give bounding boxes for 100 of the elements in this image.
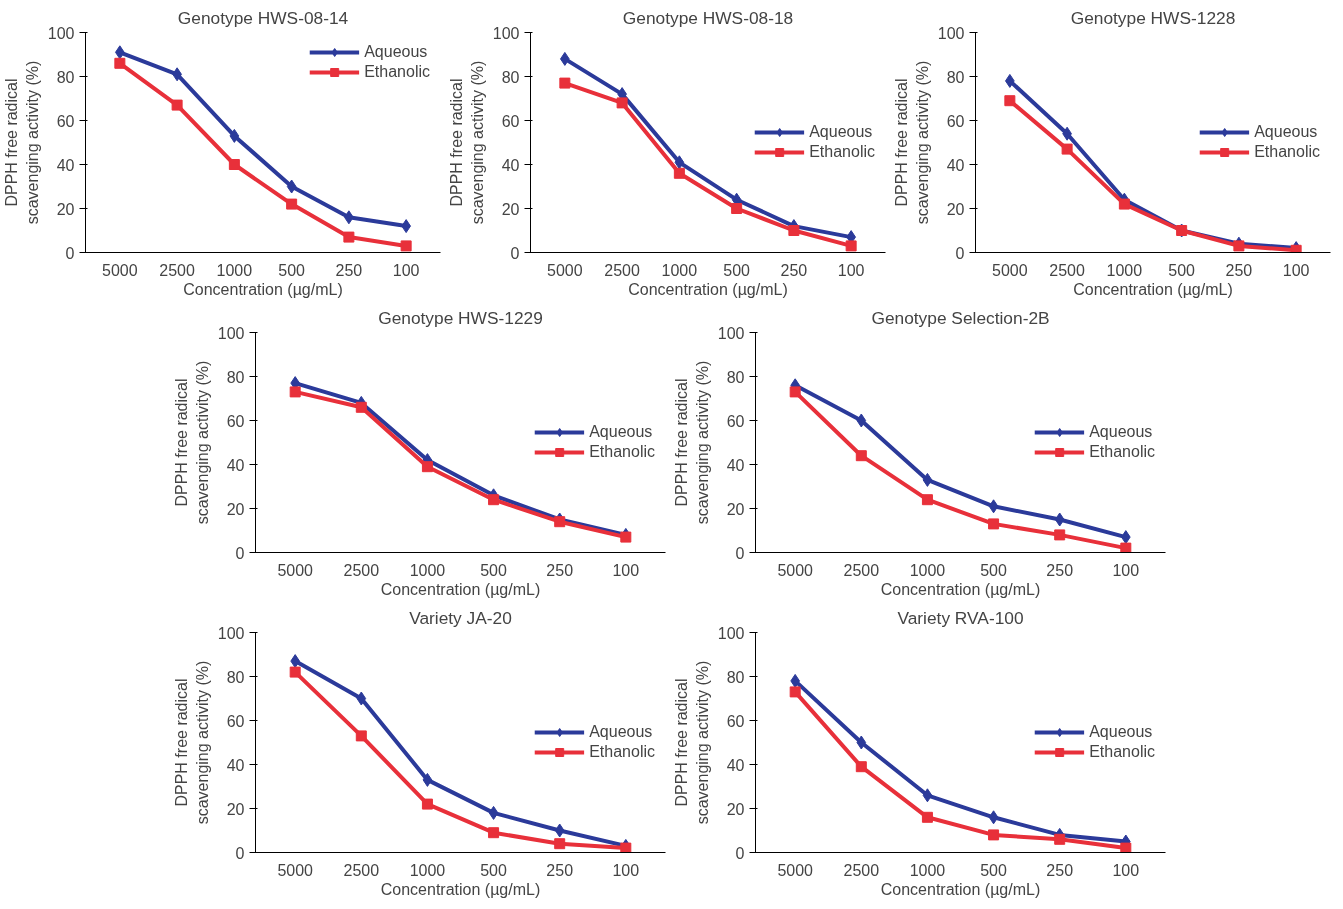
chart-title: Genotype HWS-08-18	[622, 7, 794, 28]
legend-label: Ethanolic	[809, 143, 875, 161]
point	[1233, 240, 1245, 252]
y-tick-label: 80	[56, 68, 75, 86]
x-tick-label: 250	[335, 261, 363, 279]
point	[1054, 512, 1065, 527]
point	[1061, 143, 1073, 155]
point	[114, 57, 126, 69]
point	[286, 198, 298, 210]
point	[421, 798, 433, 810]
point	[228, 159, 240, 170]
x-tick-label: 2500	[604, 261, 641, 279]
y-tick-label: 0	[235, 844, 245, 862]
legend-label: Ethanolic	[1089, 743, 1155, 761]
point	[731, 203, 743, 214]
point	[856, 735, 867, 750]
y-axis-title: DPPH free radical scavenging activity (%)	[448, 60, 486, 225]
x-tick-label: 100	[1282, 261, 1310, 279]
x-tick-label: 2500	[343, 561, 380, 579]
y-tick-label: 100	[717, 324, 745, 342]
chart-title: Genotype HWS-1229	[378, 307, 543, 328]
y-axis-title: DPPH free radical scavenging activity (%)	[673, 360, 711, 525]
y-tick-label: 100	[492, 24, 520, 42]
y-tick-label: 20	[226, 500, 245, 518]
x-tick-label: 500	[1168, 261, 1196, 279]
y-tick-label: 40	[501, 156, 520, 174]
point	[988, 518, 1000, 530]
x-tick-label: 5000	[277, 561, 314, 579]
x-tick-label: 100	[1112, 861, 1140, 879]
y-tick-label: 20	[56, 200, 75, 218]
x-tick-label: 1000	[909, 861, 946, 879]
y-tick-label: 20	[226, 800, 245, 818]
y-tick-label: 0	[955, 244, 965, 262]
point	[229, 128, 240, 143]
point	[488, 805, 499, 820]
point	[988, 499, 999, 514]
point	[290, 654, 301, 669]
y-tick-label: 80	[946, 68, 965, 86]
x-tick-label: 500	[980, 561, 1008, 579]
x-axis-title: Concentration (µg/mL)	[380, 880, 541, 898]
point	[988, 829, 1000, 841]
point	[171, 99, 183, 111]
point	[1120, 530, 1131, 545]
y-tick-label: 60	[56, 112, 75, 130]
point	[343, 231, 355, 243]
point	[355, 401, 367, 413]
point	[421, 461, 433, 473]
x-tick-label: 500	[480, 861, 508, 879]
y-tick-label: 60	[501, 112, 520, 130]
point	[554, 838, 566, 850]
point	[289, 386, 301, 398]
chart-title: Variety RVA-100	[897, 607, 1024, 628]
y-tick-label: 80	[226, 668, 245, 686]
point	[356, 691, 367, 706]
y-tick-label: 60	[726, 412, 745, 430]
y-tick-label: 0	[235, 544, 245, 562]
point	[422, 772, 433, 787]
chart-title: Genotype HWS-08-14	[177, 7, 349, 28]
x-tick-label: 2500	[843, 861, 880, 879]
point	[789, 386, 801, 398]
x-tick-label: 100	[612, 561, 640, 579]
y-tick-label: 60	[226, 412, 245, 430]
point	[845, 240, 857, 252]
x-tick-label: 500	[723, 261, 751, 279]
x-axis-title: Concentration (µg/mL)	[880, 880, 1041, 898]
y-tick-label: 100	[47, 24, 75, 42]
point	[1120, 542, 1132, 553]
y-tick-label: 40	[56, 156, 75, 174]
y-tick-label: 0	[735, 844, 745, 862]
point	[355, 730, 367, 742]
x-tick-label: 250	[546, 861, 574, 879]
x-tick-label: 250	[1046, 861, 1074, 879]
y-axis-title: DPPH free radical scavenging activity (%)	[893, 60, 931, 225]
point	[1054, 833, 1066, 845]
point	[620, 531, 632, 543]
y-tick-label: 100	[217, 624, 245, 642]
x-tick-label: 1000	[216, 261, 253, 279]
y-tick-label: 40	[226, 756, 245, 774]
point	[1004, 95, 1016, 107]
y-tick-label: 40	[726, 756, 745, 774]
legend-label: Aqueous	[1089, 723, 1153, 741]
chart-title: Genotype Selection-2B	[871, 307, 1050, 328]
point	[554, 823, 565, 838]
point	[855, 761, 867, 773]
legend-label: Ethanolic	[589, 743, 655, 761]
x-tick-label: 1000	[409, 861, 446, 879]
legend-label: Ethanolic	[1254, 143, 1320, 161]
y-tick-label: 60	[946, 112, 965, 130]
x-axis-title: Concentration (µg/mL)	[183, 280, 343, 298]
x-tick-label: 250	[1225, 261, 1253, 279]
point	[988, 810, 999, 825]
point	[554, 516, 566, 528]
x-tick-label: 5000	[777, 561, 814, 579]
point	[1054, 529, 1066, 541]
point	[922, 472, 933, 487]
point	[616, 97, 628, 109]
legend-label: Ethanolic	[589, 443, 655, 461]
x-tick-label: 100	[1112, 561, 1140, 579]
legend-label: Ethanolic	[364, 63, 430, 81]
point	[559, 77, 571, 89]
